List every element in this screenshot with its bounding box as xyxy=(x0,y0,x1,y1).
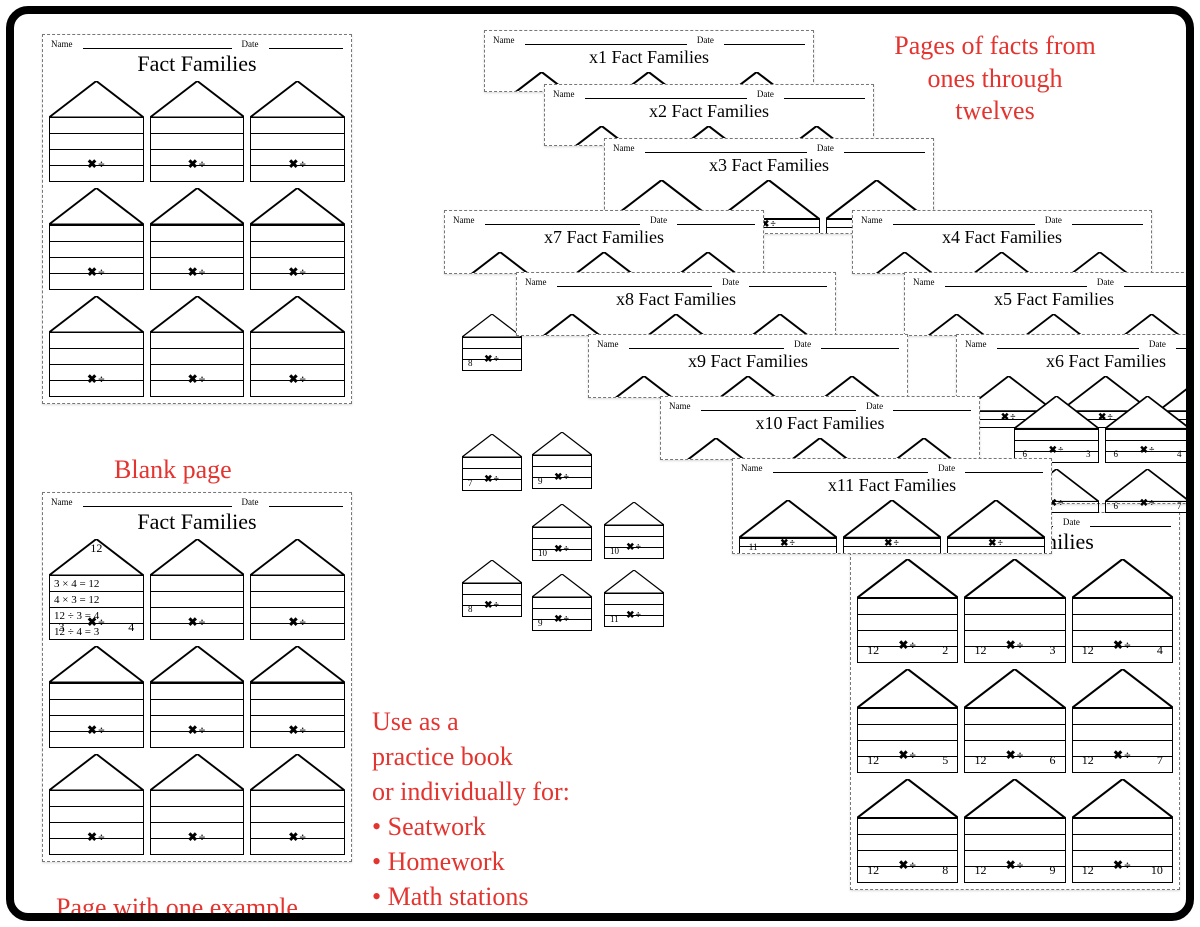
sheet-strip: NameDate x9 Fact Families 9 2 ✖÷ ✖÷ xyxy=(588,334,908,398)
fact-family-house: ✖÷ xyxy=(150,539,245,640)
sheet-strip: NameDate x10 Fact Families 10 ✖÷ ✖÷ xyxy=(660,396,980,460)
fact-family-house: 12 4 ✖÷ xyxy=(1072,559,1173,663)
usage-item: Homework xyxy=(372,844,602,879)
sheet-strip: NameDate x2 Fact Families 2 ✖÷ ✖÷ xyxy=(544,84,874,146)
sheet-header: Name Date xyxy=(43,35,351,49)
fact-family-house: ✖÷ xyxy=(1008,314,1099,336)
sheet-x12: Name Date x12 Fact Families 12 2 ✖÷ 12 3… xyxy=(850,512,1180,890)
peek-house: 9 ✖÷ xyxy=(532,432,592,489)
fact-family-house: ✖÷ xyxy=(250,296,345,397)
sheet-blank: Name Date Fact Families ✖÷ ✖÷ xyxy=(42,34,352,404)
peek-house: 11 ✖÷ xyxy=(604,570,664,627)
fact-family-house: 10 ✖÷ xyxy=(532,504,592,561)
fact-family-house: 7 ✖÷ xyxy=(462,434,522,491)
fact-family-house: 12 2 ✖÷ xyxy=(857,559,958,663)
peek-house: 9 ✖÷ xyxy=(532,574,592,631)
fact-family-house: ✖÷ xyxy=(803,376,901,398)
fact-family-house: ✖÷ xyxy=(875,438,973,460)
peek-house: 8 ✖÷ xyxy=(462,314,522,371)
fact-family-house: 9 ✖÷ xyxy=(532,574,592,631)
fact-family-house: ✖÷ xyxy=(150,296,245,397)
sheet-title: Fact Families xyxy=(43,49,351,81)
fact-family-house: 7 2 ✖÷ xyxy=(451,252,549,274)
fact-family-house: ✖÷ xyxy=(843,500,941,554)
fact-family-house: 6 7 ✖÷ xyxy=(1105,469,1190,514)
sheet-strip: NameDate x11 Fact Families 11 ✖÷ ✖÷ xyxy=(732,458,1052,554)
fact-family-house: 10 ✖÷ xyxy=(667,438,765,460)
fact-family-house: ✖÷ xyxy=(150,188,245,289)
fact-family-house: ✖÷ xyxy=(956,252,1047,274)
fact-family-house: ✖÷ xyxy=(49,188,144,289)
fact-family-house: ✖÷ xyxy=(731,314,829,336)
fact-family-house: ✖÷ xyxy=(49,296,144,397)
fact-family-house: 8 ✖÷ xyxy=(462,560,522,617)
fact-family-house: ✖÷ xyxy=(49,754,144,855)
fact-family-house: ✖÷ xyxy=(627,314,725,336)
fact-family-house: 12 3 ✖÷ xyxy=(964,559,1065,663)
fact-family-house: 6 3 ✖÷ xyxy=(1014,396,1099,463)
fact-family-house: ✖÷ xyxy=(699,376,797,398)
sheet-strip: NameDate x8 Fact Families 8 ✖÷ ✖÷ xyxy=(516,272,836,336)
fact-family-house: ✖÷ xyxy=(150,81,245,182)
fact-family-house: ✖÷ xyxy=(49,81,144,182)
fact-family-house: ✖÷ xyxy=(555,252,653,274)
fact-family-house: 8 ✖÷ xyxy=(523,314,621,336)
fact-family-house: 6 4 ✖÷ xyxy=(1105,396,1190,463)
fact-family-house: ✖÷ xyxy=(250,754,345,855)
fact-family-house: 12 5 ✖÷ xyxy=(857,669,958,773)
fact-family-house: ✖÷ xyxy=(1054,252,1145,274)
fact-family-house: 10 ✖÷ xyxy=(604,502,664,559)
fact-family-house: 12 10 ✖÷ xyxy=(1072,779,1173,883)
fact-family-house: ✖÷ xyxy=(911,314,1002,336)
fact-family-house: 8 ✖÷ xyxy=(462,314,522,371)
usage-item: Math stations xyxy=(372,879,602,914)
fact-family-house: ✖÷ xyxy=(250,81,345,182)
fact-family-house: ✖÷ xyxy=(947,500,1045,554)
sheet-strip: NameDate x5 Fact Families ✖÷ ✖÷ xyxy=(904,272,1194,336)
fact-family-house: ✖÷ xyxy=(250,188,345,289)
fact-family-house: ✖÷ xyxy=(150,646,245,747)
caption-blank: Blank page xyxy=(114,454,232,487)
product-preview-frame: Pages of facts from ones through twelves… xyxy=(6,6,1194,921)
fact-family-house: 12 7 ✖÷ xyxy=(1072,669,1173,773)
caption-top-right: Pages of facts from ones through twelves xyxy=(840,30,1150,128)
peek-house: 10 ✖÷ xyxy=(604,502,664,559)
fact-family-house: 9 ✖÷ xyxy=(532,432,592,489)
usage-block: Use as a practice book or individually f… xyxy=(372,704,602,915)
fact-family-house: ✖÷ xyxy=(859,252,950,274)
peek-house: 8 ✖÷ xyxy=(462,560,522,617)
fact-family-house: 12 6 ✖÷ xyxy=(964,669,1065,773)
fact-family-house: 9 2 ✖÷ xyxy=(595,376,693,398)
sheet-example: Name Date Fact Families 12 3 4 ✖÷ 3 × 4 … xyxy=(42,492,352,862)
fact-family-house: ✖÷ xyxy=(250,646,345,747)
sheet-strip: NameDate x1 Fact Families 1 2 ✖÷ ✖÷ xyxy=(484,30,814,92)
fact-family-house: ✖÷ xyxy=(150,754,245,855)
fact-family-house: ✖÷ xyxy=(771,438,869,460)
fact-family-house: 11 ✖÷ xyxy=(604,570,664,627)
fact-family-house: ✖÷ xyxy=(49,646,144,747)
usage-item: Seatwork xyxy=(372,809,602,844)
fact-family-house: ✖÷ xyxy=(250,539,345,640)
fact-family-house: 12 8 ✖÷ xyxy=(857,779,958,883)
fact-family-house: ✖÷ xyxy=(659,252,757,274)
peek-house: 10 ✖÷ xyxy=(532,504,592,561)
peek-house: 7 ✖÷ xyxy=(462,434,522,491)
sheet-strip: NameDate x7 Fact Families 7 2 ✖÷ ✖÷ xyxy=(444,210,764,274)
usage-list: SeatworkHomeworkMath stations xyxy=(372,809,602,914)
sheet-strip: NameDate x4 Fact Families ✖÷ ✖÷ xyxy=(852,210,1152,274)
fact-family-house: 12 9 ✖÷ xyxy=(964,779,1065,883)
fact-family-house: 11 ✖÷ xyxy=(739,500,837,554)
fact-family-house: 12 3 4 ✖÷ 3 × 4 = 124 × 3 = 1212 ÷ 3 = 4… xyxy=(49,539,144,640)
fact-family-house: ✖÷ xyxy=(1106,314,1194,336)
caption-example: Page with one example xyxy=(56,892,298,921)
